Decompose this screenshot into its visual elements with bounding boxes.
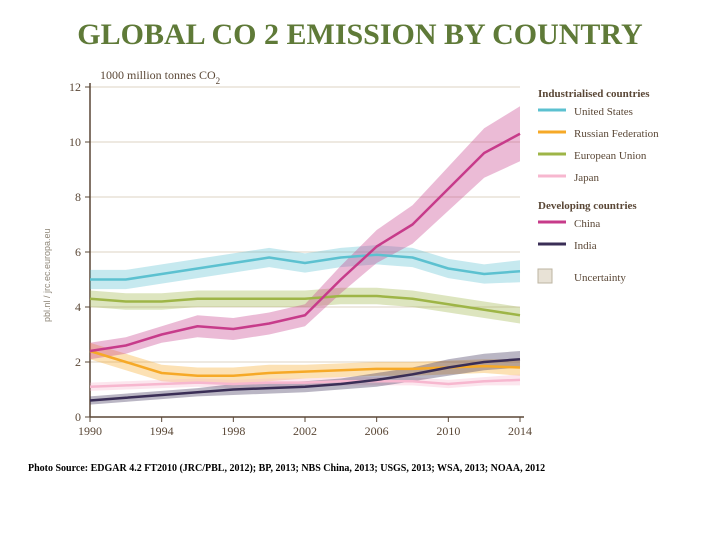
legend-label: Uncertainty	[574, 272, 626, 284]
legend-label: India	[574, 240, 597, 252]
page-title: GLOBAL CO 2 EMISSION BY COUNTRY	[28, 18, 692, 51]
legend-swatch-uncertainty	[538, 269, 552, 283]
x-tick-label: 2010	[436, 424, 460, 438]
legend-label: European Union	[574, 150, 647, 162]
y-tick-label: 6	[75, 245, 81, 259]
y-tick-label: 12	[69, 80, 81, 94]
x-tick-label: 1998	[221, 424, 245, 438]
y-tick-label: 2	[75, 355, 81, 369]
emissions-chart: 0 2 4 6 8 10 12 1990 1994 1998 2002 2006 2010 2014 100…	[30, 57, 690, 457]
legend-label: China	[574, 218, 600, 230]
source-credit: pbl.nl / jrc.ec.europa.eu	[42, 228, 52, 322]
uncertainty-band-cn	[90, 106, 520, 359]
x-tick-label: 1994	[150, 424, 174, 438]
x-tick-label: 2002	[293, 424, 317, 438]
x-tick-label: 2006	[365, 424, 389, 438]
y-tick-label: 10	[69, 135, 81, 149]
legend-label: United States	[574, 106, 633, 118]
photo-source: Photo Source: EDGAR 4.2 FT2010 (JRC/PBL,…	[28, 463, 692, 474]
y-axis-unit: 1000 million tonnes CO2	[100, 68, 220, 86]
legend-label: Japan	[574, 172, 600, 184]
legend-group-heading: Developing countries	[538, 200, 637, 212]
y-tick-label: 4	[75, 300, 81, 314]
legend-label: Russian Federation	[574, 128, 659, 140]
legend-group-heading: Industrialised countries	[538, 88, 650, 100]
x-tick-label: 1990	[78, 424, 102, 438]
y-tick-label: 8	[75, 190, 81, 204]
x-tick-label: 2014	[508, 424, 532, 438]
y-tick-label: 0	[75, 410, 81, 424]
